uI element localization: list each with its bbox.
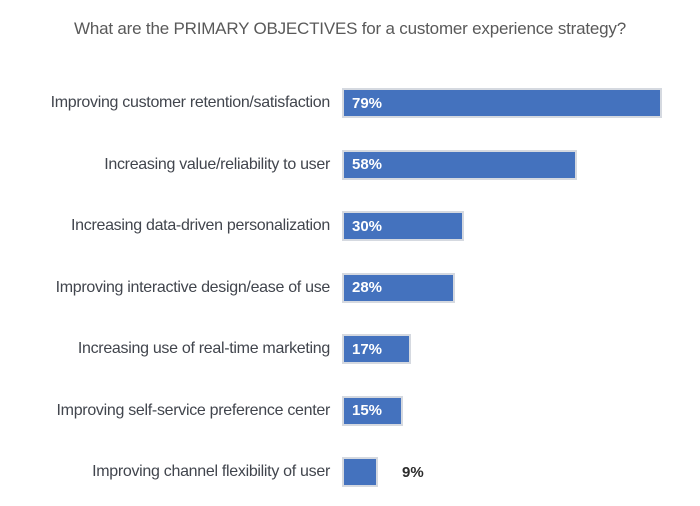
value-label: 15% — [352, 402, 383, 419]
category-label: Improving channel flexibility of user — [92, 463, 330, 480]
category-label: Increasing value/reliability to user — [104, 155, 330, 173]
bar: 28% — [342, 272, 455, 303]
category-label: Increasing use of real-time marketing — [77, 340, 330, 357]
category-label: Improving self-service preference center — [56, 401, 331, 419]
bar: 30% — [342, 211, 464, 241]
value-label: 17% — [352, 340, 383, 358]
value-label: 28% — [352, 279, 383, 296]
bar — [342, 457, 378, 487]
bar: 17% — [342, 334, 411, 364]
bar-row: Improving interactive design/ease of use… — [0, 272, 700, 303]
bar: 79% — [342, 88, 662, 118]
category-label: Increasing data-driven personalization — [71, 217, 330, 234]
bar-rows: Improving customer retention/satisfactio… — [0, 88, 700, 506]
bar-row: Increasing data-driven personalization 3… — [0, 211, 700, 241]
chart-title: What are the PRIMARY OBJECTIVES for a cu… — [74, 19, 626, 38]
value-label: 30% — [352, 217, 383, 235]
bar-row: Increasing use of real-time marketing 17… — [0, 334, 700, 364]
bar-row: Increasing value/reliability to user 58% — [0, 149, 700, 180]
bar-row: Improving customer retention/satisfactio… — [0, 88, 700, 118]
category-label: Improving interactive design/ease of use — [55, 278, 331, 296]
bar-row: Improving self-service preference center… — [0, 395, 700, 426]
value-label: 9% — [402, 463, 424, 481]
bar: 58% — [342, 149, 577, 180]
value-label: 58% — [352, 156, 383, 173]
value-label: 79% — [352, 94, 383, 112]
bar-row: Improving channel flexibility of user 9% — [0, 457, 700, 487]
category-label: Improving customer retention/satisfactio… — [50, 94, 331, 111]
bar: 15% — [342, 395, 403, 426]
